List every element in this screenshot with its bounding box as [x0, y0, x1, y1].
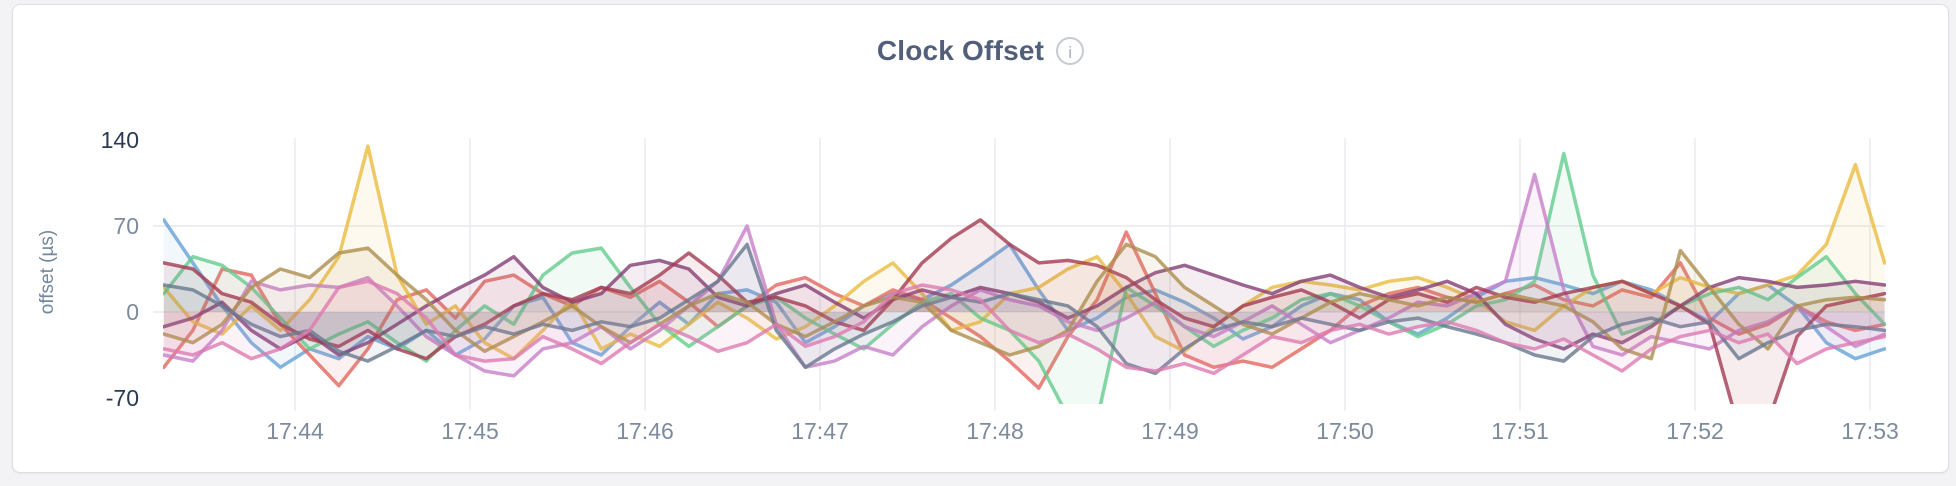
y-tick-label--70: -70	[106, 385, 139, 411]
y-tick-label-70: 70	[113, 213, 139, 239]
line-series-2[interactable]	[163, 230, 1886, 390]
x-tick-label-17:50: 17:50	[1316, 418, 1374, 444]
x-tick-label-17:48: 17:48	[966, 418, 1024, 444]
x-tick-label-17:45: 17:45	[441, 418, 499, 444]
area-series-3	[163, 146, 1885, 359]
y-tick-label-0: 0	[126, 299, 139, 325]
clock-offset-card: Clock Offset i offset (µs) 140 70 0 -70 17:4…	[12, 4, 1949, 473]
clock-offset-chart[interactable]: 140 70 0 -70 17:44 17:45 17:46 17:47 17:48 17:49 1…	[13, 5, 1950, 474]
x-tick-label-17:49: 17:49	[1141, 418, 1199, 444]
x-tick-label-17:47: 17:47	[791, 418, 849, 444]
line-series-8[interactable]	[163, 242, 1886, 361]
line-series-10[interactable]	[163, 279, 1886, 376]
chart-title: Clock Offset	[876, 35, 1045, 66]
x-tick-label-17:53: 17:53	[1841, 418, 1899, 444]
line-series-7[interactable]	[163, 218, 1886, 429]
x-tick-label-17:46: 17:46	[616, 418, 674, 444]
line-series-9[interactable]	[163, 242, 1886, 376]
line-series-5[interactable]	[163, 172, 1886, 378]
area-series-4	[163, 153, 1885, 404]
area-series-9	[163, 244, 1885, 374]
chart-header: Clock Offset i	[13, 35, 1948, 67]
x-tick-label-17:52: 17:52	[1666, 418, 1724, 444]
area-series-10	[163, 281, 1885, 374]
area-series-7	[163, 219, 1885, 404]
x-tick-label-17:51: 17:51	[1491, 418, 1549, 444]
area-series-6	[163, 256, 1885, 355]
series-group	[163, 144, 1886, 429]
info-icon[interactable]: i	[1056, 37, 1085, 65]
y-tick-label-140: 140	[101, 127, 139, 153]
x-tick-label-17:44: 17:44	[266, 418, 324, 444]
